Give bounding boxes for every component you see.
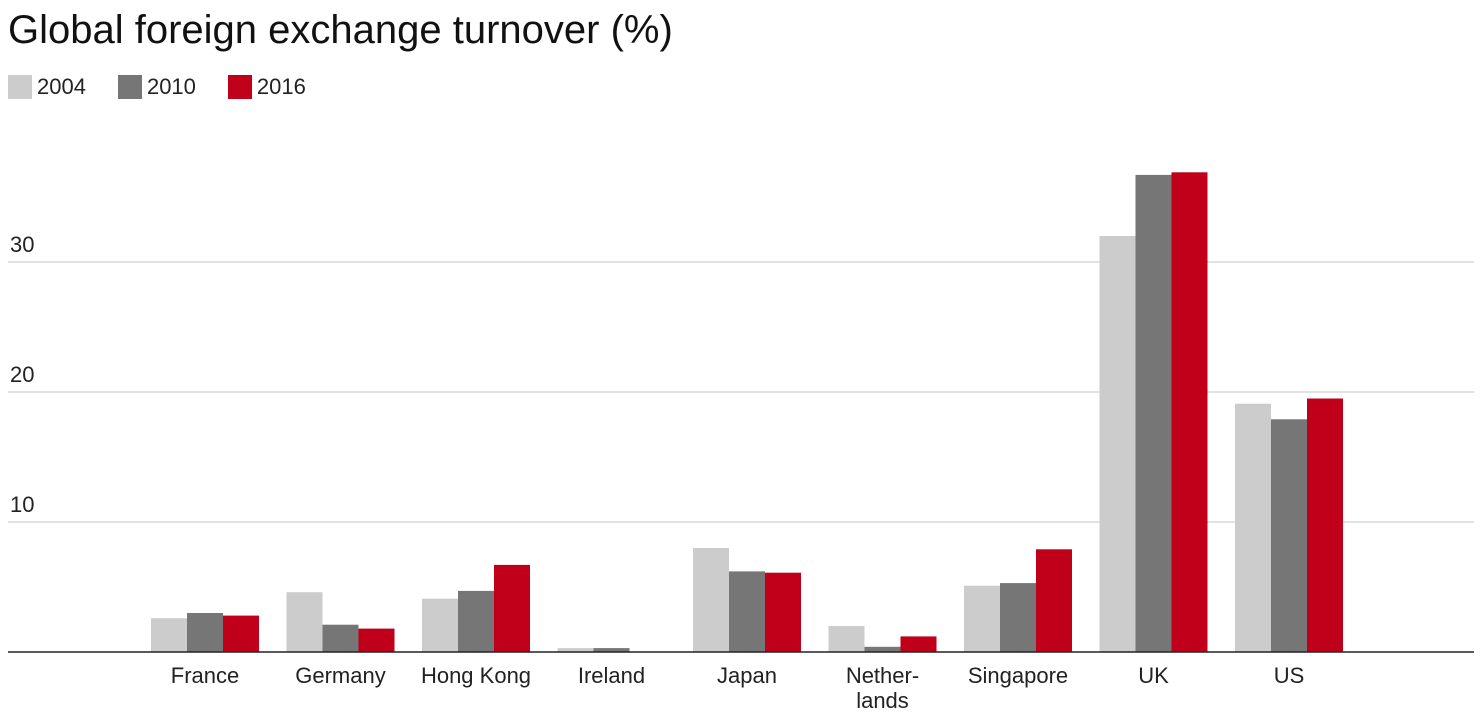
x-tick-label-0: France [171,663,239,688]
bar-2004-0 [151,618,187,652]
bar-2004-2 [422,598,458,652]
bar-2016-1 [358,628,395,652]
x-tick-label-4: Japan [717,663,777,688]
bar-2004-1 [286,592,323,652]
bar-2016-6 [1036,549,1072,652]
bar-2016-0 [223,615,259,652]
x-tick-label-6: Singapore [968,663,1068,688]
bar-2010-7 [1135,174,1172,652]
chart-title: Global foreign exchange turnover (%) [8,8,673,52]
bar-2004-4 [693,548,729,652]
bar-2016-7 [1171,172,1208,653]
bar-2016-8 [1307,398,1343,652]
bar-2010-1 [322,624,359,652]
bar-2004-7 [1099,236,1136,652]
legend-item-2004: 2004 [8,74,86,100]
x-tick-label-7: UK [1138,663,1169,688]
bar-2004-3 [557,648,594,652]
bar-2016-5 [900,636,937,652]
legend-swatch-2010 [117,75,142,99]
bar-2010-0 [187,613,223,652]
legend-swatch-2004 [8,75,32,99]
legend-item-2016: 2016 [227,74,306,100]
y-tick-label-10: 10 [10,492,34,517]
bar-2004-5 [828,626,865,652]
x-tick-label-3: Ireland [578,663,645,688]
legend: 2004 2010 2016 [8,74,338,100]
x-tick-label-8: US [1274,663,1305,688]
bar-2010-8 [1271,419,1307,652]
y-tick-label-30: 30 [10,232,34,257]
bar-2010-2 [458,590,494,652]
x-tick-label-1: Germany [295,663,385,688]
legend-label-2004: 2004 [37,74,86,99]
y-tick-label-20: 20 [10,362,34,387]
bar-2016-4 [765,572,801,652]
x-tick-label-5: Nether-lands [846,663,919,713]
bar-2010-6 [1000,583,1036,652]
bar-2010-4 [729,571,765,652]
bar-2010-3 [593,648,630,652]
bar-2016-2 [494,564,530,652]
legend-swatch-2016 [227,75,252,99]
x-tick-label-2: Hong Kong [421,663,531,688]
bar-2010-5 [864,646,901,652]
bar-2004-6 [964,585,1000,652]
legend-item-2010: 2010 [117,74,196,100]
legend-label-2010: 2010 [146,74,196,99]
bar-2004-8 [1235,403,1271,652]
legend-label-2016: 2016 [256,74,306,99]
